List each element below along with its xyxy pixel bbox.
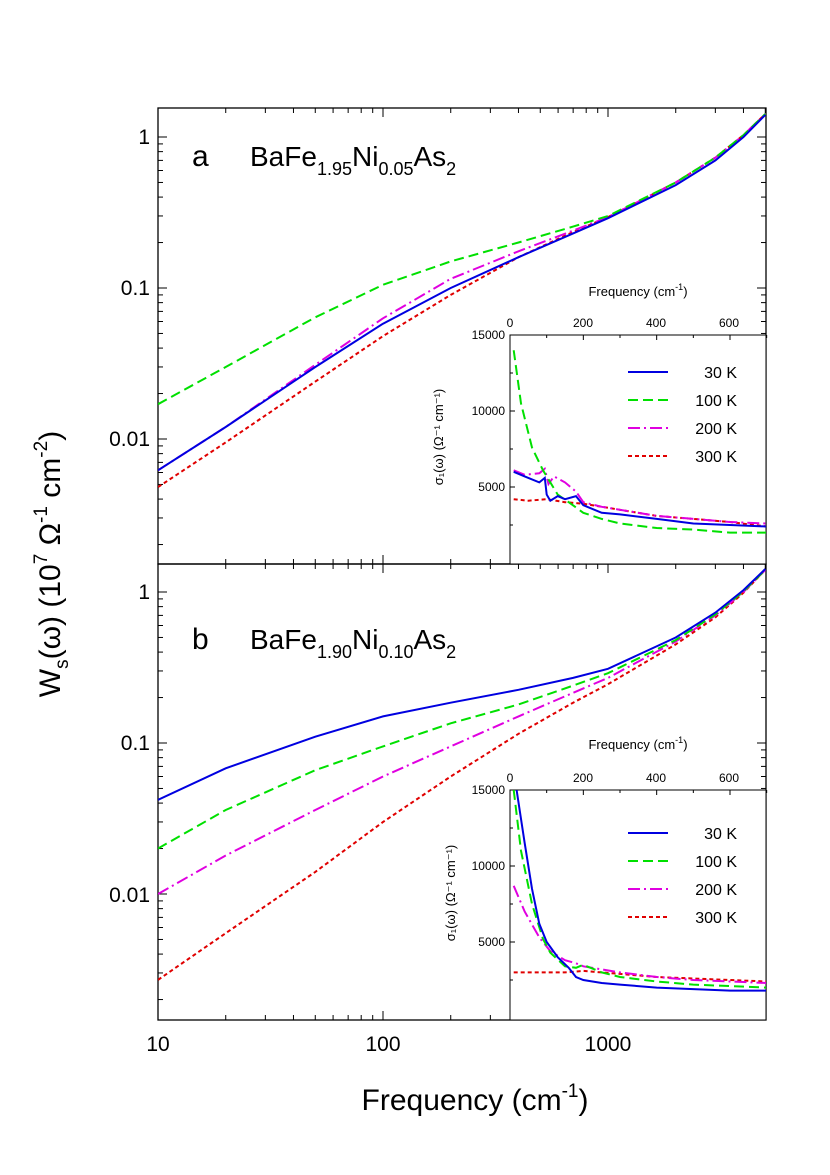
series-line-100k: [512, 790, 766, 989]
inset-b-xtick-600: 600: [719, 771, 739, 785]
inset-b-xtick-200: 200: [573, 771, 593, 785]
xtick-10: 10: [146, 1033, 169, 1056]
series-line-200k: [513, 467, 766, 525]
inset-a-ylabel: σ₁(ω) (Ω⁻¹ cm⁻¹): [431, 389, 446, 486]
series-line-300k: [513, 969, 766, 983]
panel-b-letter: b: [192, 623, 209, 656]
inset-a-xtick-600: 600: [719, 316, 739, 330]
inset-a-ytick-5000: 5000: [478, 480, 505, 494]
panel-a-series: [158, 113, 766, 488]
series-line-30k: [158, 568, 766, 801]
series-line-200k: [512, 885, 766, 984]
inset-b-series: [512, 790, 766, 992]
inset-a-ytick-15000: 15000: [472, 328, 506, 342]
series-line-30k: [158, 114, 766, 472]
inset-a-ticks: [509, 334, 768, 526]
panel-a-ytick-0.01: 0.01: [109, 428, 150, 451]
inset-a-xlabel: Frequency (cm-1): [588, 282, 687, 299]
inset-b-xtick-400: 400: [646, 771, 666, 785]
inset-a-xtick-0: 0: [507, 316, 514, 330]
main-axis-ticks: [157, 108, 766, 1020]
panel-b-ytick-0.01: 0.01: [109, 884, 150, 907]
inset-b-ytick-10000: 10000: [472, 859, 506, 873]
legend-label-300k: 300 K: [695, 449, 737, 466]
legend-label-300k: 300 K: [695, 910, 737, 927]
panel-b-ytick-1: 1: [138, 581, 150, 604]
panel-b-ytick-0.1: 0.1: [121, 732, 150, 755]
panel-b-formula: BaFe1.90Ni0.10As2: [250, 624, 456, 662]
legend-label-30k: 30 K: [704, 365, 737, 382]
inset-b-xlabel: Frequency (cm-1): [588, 735, 687, 752]
panel-a-formula: BaFe1.95Ni0.05As2: [250, 141, 456, 179]
series-line-100k: [158, 113, 766, 406]
panel-a-inset: Frequency (cm-1) 0 200 400 600 15000 100…: [431, 282, 768, 565]
series-line-100k: [512, 350, 766, 534]
y-axis-title: Ws(ω) (107 Ω-1 cm-2): [31, 431, 73, 697]
inset-b-ylabel: σ₁(ω) (Ω⁻¹ cm⁻¹): [443, 845, 458, 942]
series-line-200k: [158, 569, 766, 895]
legend-label-200k: 200 K: [695, 421, 737, 438]
legend-label-200k: 200 K: [695, 882, 737, 899]
legend-label-30k: 30 K: [704, 826, 737, 843]
inset-a-series: [512, 350, 766, 534]
legend-label-100k: 100 K: [695, 393, 737, 410]
panel-b-inset: Frequency (cm-1) 0 200 400 600 15000 100…: [443, 735, 768, 1021]
inset-b-ytick-5000: 5000: [478, 935, 505, 949]
xtick-100: 100: [365, 1033, 400, 1056]
series-line-30k: [515, 790, 766, 992]
legend-b: 30 K 100 K 200 K 300 K: [628, 826, 737, 927]
xtick-1000: 1000: [585, 1033, 632, 1056]
inset-b-xtick-0: 0: [507, 771, 514, 785]
panel-a-letter: a: [192, 140, 209, 173]
x-axis-title: Frequency (cm-1): [362, 1081, 589, 1117]
series-line-100k: [158, 569, 766, 850]
inset-b-ytick-15000: 15000: [472, 783, 506, 797]
panel-a-ytick-0.1: 0.1: [121, 277, 150, 300]
inset-a-xtick-400: 400: [646, 316, 666, 330]
panel-a-ytick-1: 1: [138, 126, 150, 149]
inset-a-xtick-200: 200: [573, 316, 593, 330]
legend-a: 30 K 100 K 200 K 300 K: [628, 365, 737, 466]
panel-b-series: [158, 568, 766, 981]
legend-label-100k: 100 K: [695, 854, 737, 871]
inset-a-ytick-10000: 10000: [472, 404, 506, 418]
series-line-30k: [513, 470, 766, 528]
